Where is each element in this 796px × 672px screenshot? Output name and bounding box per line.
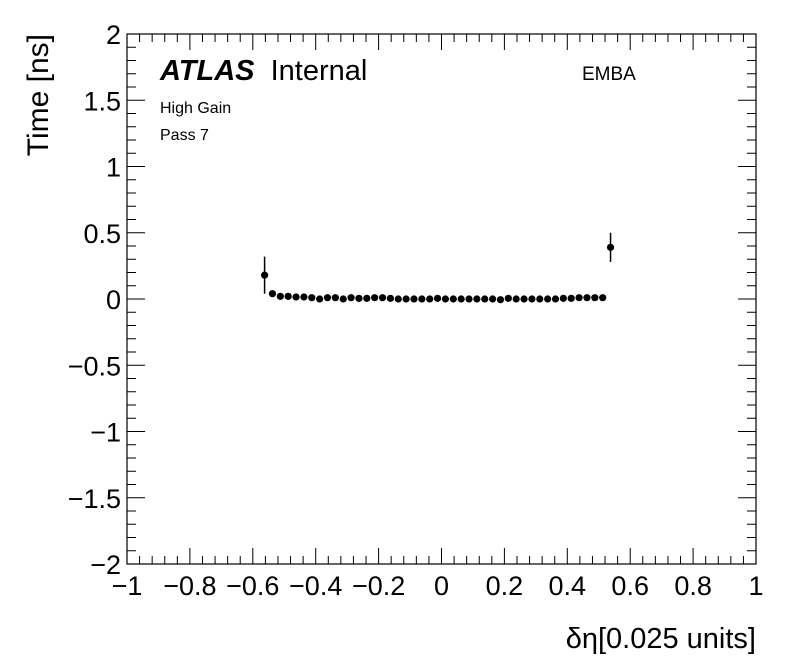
data-point (268, 290, 277, 298)
y-tick-label: −2 (90, 550, 121, 580)
data-point (551, 295, 560, 303)
data-point (559, 294, 567, 302)
data-point (386, 294, 394, 302)
x-tick-label: 0.8 (674, 571, 712, 601)
data-point (536, 295, 544, 303)
y-tick-label: −1 (90, 418, 121, 448)
x-tick-label: 0.4 (549, 571, 587, 601)
data-point (410, 295, 418, 303)
atlas-status-label: Internal (271, 55, 368, 87)
x-tick-label: 0.6 (611, 571, 649, 601)
x-tick-label: −1 (112, 571, 143, 601)
data-point (441, 295, 450, 303)
data-point (583, 294, 591, 302)
data-point (457, 295, 465, 303)
gain-label: High Gain (160, 100, 231, 117)
data-point (504, 294, 512, 302)
data-point (473, 295, 481, 303)
atlas-label: ATLAS Internal (159, 55, 367, 87)
data-point (496, 296, 505, 304)
data-point (323, 294, 332, 302)
x-tick-label: −0.4 (289, 571, 342, 601)
y-tick-label: −1.5 (68, 484, 121, 514)
data-point (433, 294, 442, 302)
data-point (544, 295, 552, 303)
data-point (489, 295, 497, 303)
x-tick-label: 0.2 (486, 571, 524, 601)
data-point (300, 293, 308, 301)
y-axis-title: Time [ns] (22, 34, 55, 156)
data-point (378, 294, 387, 302)
data-point (402, 295, 410, 303)
x-tick-label: 1 (748, 571, 763, 601)
data-point (347, 294, 355, 302)
pass-label: Pass 7 (160, 127, 209, 144)
axis-ticks (126, 33, 757, 565)
data-point (591, 294, 599, 302)
y-tick-label: 0.5 (83, 219, 121, 249)
data-point (599, 294, 607, 302)
data-point (520, 295, 528, 303)
partition-label: EMBA (582, 64, 636, 85)
data-point (449, 295, 457, 303)
x-tick-label: −0.2 (352, 571, 405, 601)
data-point (606, 243, 615, 251)
data-points (260, 232, 615, 304)
x-axis-title: δη[0.025 units] (566, 623, 756, 655)
data-point (567, 294, 575, 302)
data-point (292, 293, 300, 301)
data-point (481, 295, 489, 303)
y-tick-labels: −2 −1.5 −1 −0.5 0 0.5 1 1.5 2 (68, 20, 121, 580)
x-tick-label: −0.8 (163, 571, 216, 601)
data-point (284, 292, 292, 300)
data-point (276, 292, 284, 300)
data-point (394, 295, 402, 303)
data-point (339, 295, 347, 303)
data-point (331, 294, 339, 302)
data-point (371, 294, 379, 302)
y-tick-label: −0.5 (68, 351, 121, 381)
data-point (363, 294, 371, 302)
x-tick-label: 0 (434, 571, 449, 601)
data-point (426, 295, 434, 303)
data-point (260, 271, 269, 279)
x-tick-label: −0.6 (226, 571, 279, 601)
y-tick-label: 0 (106, 285, 121, 315)
data-point (355, 294, 363, 302)
y-tick-label: 1 (106, 153, 121, 183)
y-tick-label: 2 (106, 20, 121, 50)
y-tick-label: 1.5 (83, 86, 121, 116)
atlas-label-text: ATLAS (159, 55, 255, 87)
data-point (575, 294, 583, 302)
data-point (316, 295, 324, 303)
data-point (308, 294, 316, 302)
data-point (418, 295, 426, 303)
data-point (465, 295, 473, 303)
data-point (528, 295, 536, 303)
data-point (512, 295, 520, 303)
x-tick-labels: −1 −0.8 −0.6 −0.4 −0.2 0 0.2 0.4 0.6 0.8 1 (112, 571, 764, 601)
